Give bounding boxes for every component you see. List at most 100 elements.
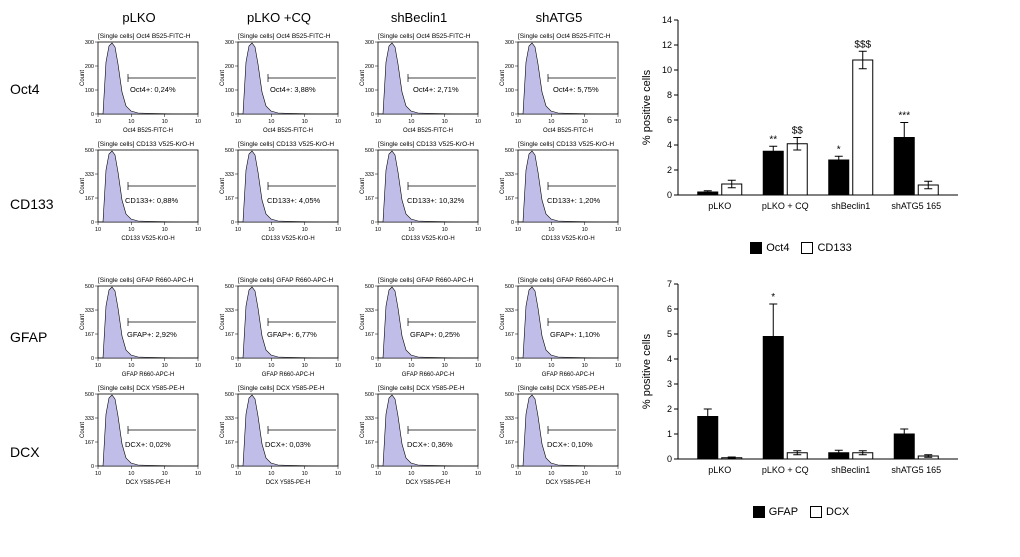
svg-text:333: 333 — [365, 308, 374, 314]
hist-title: [Single cells] CD133 V525-KrO-H — [378, 141, 474, 148]
flow-histogram: [Single cells] GFAP R660-APC-HCount01673… — [354, 274, 484, 378]
flow-histogram: [Single cells] CD133 V525-KrO-HCount0167… — [354, 138, 484, 242]
svg-text:105: 105 — [195, 227, 201, 233]
svg-text:500: 500 — [225, 284, 234, 290]
svg-text:102: 102 — [235, 119, 241, 125]
svg-text:500: 500 — [505, 284, 514, 290]
histogram-cell: [Single cells] Oct4 B525-FITC-HCount0100… — [214, 30, 344, 134]
figure-panel: GFAPDCX[Single cells] GFAP R660-APC-HCou… — [10, 274, 1010, 518]
hist-xlabel: CD133 V525-KrO-H — [401, 236, 454, 242]
svg-text:167: 167 — [85, 196, 94, 202]
flow-histogram: [Single cells] CD133 V525-KrO-HCount0167… — [74, 138, 204, 242]
hist-title: [Single cells] CD133 V525-KrO-H — [238, 141, 334, 148]
hist-title: [Single cells] DCX Y585-PE-H — [98, 385, 185, 392]
svg-text:105: 105 — [335, 119, 341, 125]
bar-ylabel: % positive cells — [641, 333, 653, 409]
significance-label: * — [837, 144, 841, 155]
row-label: CD133 — [10, 141, 62, 256]
svg-text:104: 104 — [302, 119, 308, 125]
column-header: pLKO — [74, 10, 204, 26]
bar-category: shBeclin1 — [831, 201, 870, 211]
svg-text:167: 167 — [85, 332, 94, 338]
bar-category: shATG5 165 — [891, 201, 941, 211]
svg-text:0: 0 — [91, 356, 94, 362]
svg-text:0: 0 — [231, 464, 234, 470]
svg-text:10: 10 — [662, 65, 672, 75]
gate-label: Oct4+: 3,88% — [269, 85, 317, 94]
histogram-cell: [Single cells] DCX Y585-PE-HCount0167333… — [74, 382, 204, 486]
svg-text:103: 103 — [268, 471, 274, 477]
hist-ylabel: Count — [360, 422, 366, 438]
legend-label: Oct4 — [766, 242, 789, 254]
hist-xlabel: DCX Y585-PE-H — [406, 480, 451, 486]
svg-text:102: 102 — [95, 119, 101, 125]
hist-xlabel: Oct4 B525-FITC-H — [403, 128, 453, 134]
svg-text:333: 333 — [225, 416, 234, 422]
flow-histogram: [Single cells] Oct4 B525-FITC-HCount0100… — [354, 30, 484, 134]
svg-text:100: 100 — [365, 88, 374, 94]
svg-text:103: 103 — [408, 471, 414, 477]
hist-ylabel: Count — [220, 178, 226, 194]
bar-category: pLKO — [708, 201, 731, 211]
hist-ylabel: Count — [500, 422, 506, 438]
svg-text:12: 12 — [662, 40, 672, 50]
figure-panel: Oct4CD133pLKOpLKO +CQshBeclin1shATG5[Sin… — [10, 10, 1010, 256]
significance-label: * — [771, 292, 775, 303]
svg-text:167: 167 — [505, 332, 514, 338]
svg-text:167: 167 — [365, 332, 374, 338]
svg-text:333: 333 — [505, 308, 514, 314]
significance-label: $$ — [792, 126, 804, 137]
svg-text:167: 167 — [505, 440, 514, 446]
flow-histogram: [Single cells] GFAP R660-APC-HCount01673… — [74, 274, 204, 378]
svg-text:103: 103 — [548, 119, 554, 125]
svg-text:104: 104 — [582, 471, 588, 477]
svg-text:102: 102 — [515, 227, 521, 233]
svg-text:103: 103 — [268, 227, 274, 233]
svg-text:300: 300 — [365, 40, 374, 46]
svg-text:0: 0 — [511, 220, 514, 226]
column-header: shATG5 — [494, 10, 624, 26]
gate-label: CD133+: 4,05% — [266, 196, 321, 205]
svg-text:500: 500 — [505, 392, 514, 398]
svg-text:0: 0 — [667, 454, 672, 464]
svg-text:104: 104 — [302, 363, 308, 369]
row-label: Oct4 — [10, 26, 62, 141]
svg-text:6: 6 — [667, 115, 672, 125]
hist-xlabel: CD133 V525-KrO-H — [121, 236, 174, 242]
hist-ylabel: Count — [360, 70, 366, 86]
svg-text:104: 104 — [162, 363, 168, 369]
svg-text:103: 103 — [408, 227, 414, 233]
svg-text:0: 0 — [511, 464, 514, 470]
hist-ylabel: Count — [360, 178, 366, 194]
gate-label: Oct4+: 2,71% — [412, 85, 460, 94]
svg-text:14: 14 — [662, 15, 672, 25]
hist-title: [Single cells] Oct4 B525-FITC-H — [98, 33, 191, 40]
hist-ylabel: Count — [80, 422, 86, 438]
svg-text:103: 103 — [128, 363, 134, 369]
hist-xlabel: GFAP R660-APC-H — [262, 372, 315, 378]
svg-text:100: 100 — [505, 88, 514, 94]
histogram-cell: [Single cells] CD133 V525-KrO-HCount0167… — [74, 138, 204, 242]
hist-xlabel: DCX Y585-PE-H — [546, 480, 591, 486]
svg-text:333: 333 — [505, 416, 514, 422]
hist-title: [Single cells] Oct4 B525-FITC-H — [518, 33, 611, 40]
svg-text:104: 104 — [442, 471, 448, 477]
gate-label: CD133+: 10,32% — [406, 196, 465, 205]
svg-text:0: 0 — [511, 112, 514, 118]
svg-text:0: 0 — [91, 112, 94, 118]
svg-text:103: 103 — [408, 363, 414, 369]
svg-text:0: 0 — [371, 464, 374, 470]
gate-label: GFAP+: 2,92% — [126, 330, 178, 339]
svg-text:105: 105 — [475, 471, 481, 477]
svg-text:0: 0 — [371, 112, 374, 118]
significance-label: $$$ — [854, 39, 871, 50]
svg-text:167: 167 — [365, 196, 374, 202]
flow-histogram: [Single cells] Oct4 B525-FITC-HCount0100… — [74, 30, 204, 134]
hist-ylabel: Count — [500, 178, 506, 194]
svg-text:104: 104 — [582, 363, 588, 369]
bar-category: shATG5 165 — [891, 465, 941, 475]
gate-label: GFAP+: 1,10% — [549, 330, 601, 339]
hist-ylabel: Count — [80, 70, 86, 86]
svg-text:333: 333 — [85, 172, 94, 178]
bar — [763, 151, 783, 195]
